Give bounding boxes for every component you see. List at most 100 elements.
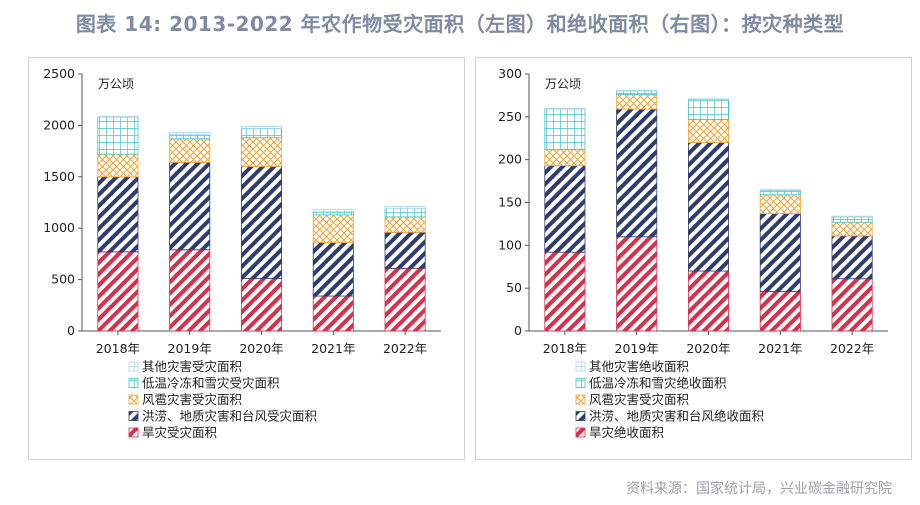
bar-segment-hail [240, 137, 283, 167]
y-tick-label: 500 [51, 272, 75, 287]
bar-segment-drought [312, 295, 354, 332]
source-note: 资料来源：国家统计局，兴业碳金融研究院 [626, 481, 892, 497]
bar-segment-hail [759, 194, 801, 215]
x-tick-label: 2020年 [686, 341, 730, 356]
bar-segment-drought [544, 251, 586, 332]
legend-label-freeze: 低温冷冻和雪灾受灾面积 [142, 376, 280, 391]
bar-segment-flood [687, 142, 730, 272]
bar-segment-freeze [616, 90, 658, 95]
bar-segment-other [759, 189, 801, 191]
bar-segment-flood [831, 235, 873, 280]
legend-swatch-hail [575, 394, 586, 405]
legend-label-freeze: 低温冷冻和雪灾绝收面积 [589, 376, 727, 391]
bar-segment-freeze [544, 108, 586, 150]
y-tick-label: 1000 [43, 220, 75, 235]
bar-segment-hail [169, 138, 211, 163]
bar-segment-flood [616, 108, 658, 238]
y-tick-label: 250 [498, 109, 522, 124]
legend-label-drought: 旱灾绝收面积 [589, 425, 664, 440]
bar-segment-flood [97, 176, 139, 253]
legend-swatch-other [128, 361, 139, 372]
legend-label-hail: 风雹灾害受灾面积 [589, 392, 689, 407]
bar-segment-hail [544, 148, 586, 167]
bar-segment-flood [759, 213, 801, 292]
bar-segment-other [384, 206, 426, 210]
x-tick-label: 2018年 [96, 341, 140, 356]
page-title: 图表 14: 2013-2022 年农作物受灾面积（左图）和绝收面积（右图）：按… [75, 12, 845, 36]
y-tick-label: 150 [498, 195, 522, 210]
legend-label-drought: 旱灾受灾面积 [142, 425, 217, 440]
unit-label: 万公顷 [545, 77, 581, 91]
legend-label-other: 其他灾害绝收面积 [589, 359, 689, 374]
bar-segment-other [97, 115, 139, 118]
bar-segment-freeze [384, 208, 426, 218]
bar-segment-freeze [759, 190, 801, 196]
bar-segment-flood [240, 166, 283, 279]
y-tick-label: 0 [514, 323, 522, 338]
legend-swatch-flood [128, 411, 139, 421]
x-tick-label: 2022年 [383, 341, 427, 356]
legend-swatch-flood [575, 411, 586, 421]
bar-segment-drought [384, 267, 426, 332]
bar-segment-freeze [687, 99, 730, 120]
bar-segment-other [544, 107, 586, 110]
unit-label: 万公顷 [98, 77, 134, 91]
y-tick-label: 2000 [43, 117, 75, 132]
bar-segment-hail [616, 94, 658, 110]
bar-segment-drought [240, 278, 283, 332]
bar-segment-other [312, 209, 354, 213]
bar-segment-drought [97, 251, 139, 332]
y-tick-label: 200 [498, 152, 522, 167]
chart-panel-crop-damage-area: 0 500 1000 1500 2000 2500 万公顷 2018年 2019年 2020年 20… [28, 57, 465, 460]
bar-segment-drought [616, 236, 658, 332]
bar-segment-flood [384, 231, 426, 269]
bar-segment-flood [312, 242, 354, 297]
bar-segment-drought [169, 249, 211, 332]
bar-segment-flood [169, 162, 211, 251]
x-tick-label: 2019年 [615, 341, 659, 356]
legend-swatch-freeze [575, 378, 586, 388]
legend-label-hail: 风雹灾害受灾面积 [142, 392, 242, 407]
chart-crop-damage-area: 0 500 1000 1500 2000 2500 万公顷 2018年 2019年 2020年 20… [43, 66, 441, 440]
bar-segment-hail [97, 153, 139, 178]
bar-segment-hail [687, 119, 730, 143]
bar-segment-freeze [169, 134, 211, 140]
y-tick-label: 0 [67, 323, 75, 338]
y-tick-label: 1500 [43, 169, 75, 184]
legend-swatch-hail [128, 394, 139, 405]
bar-segment-freeze [240, 128, 283, 139]
legend-label-other: 其他灾害受灾面积 [142, 359, 242, 374]
y-tick-label: 300 [498, 66, 522, 81]
legend-swatch-freeze [128, 378, 139, 388]
legend-label-flood: 洪涝、地质灾害和台风受灾面积 [142, 409, 317, 424]
legend-label-flood: 洪涝、地质灾害和台风绝收面积 [589, 409, 764, 424]
bar-segment-hail [312, 214, 354, 243]
bar-segment-freeze [831, 216, 873, 223]
bar-segment-freeze [312, 211, 354, 216]
x-tick-label: 2021年 [758, 341, 802, 356]
x-tick-label: 2019年 [168, 341, 212, 356]
x-tick-label: 2020年 [239, 341, 283, 356]
legend-swatch-drought [575, 427, 586, 438]
bar-segment-other [831, 215, 873, 218]
y-tick-label: 100 [498, 237, 522, 252]
bar-segment-hail [831, 221, 873, 237]
legend-swatch-drought [128, 427, 139, 438]
bar-segment-other [169, 132, 211, 136]
bar-segment-drought [759, 291, 801, 332]
bar-segment-other [687, 98, 730, 101]
x-tick-label: 2018年 [543, 341, 587, 356]
chart-crop-failure-area: 0 50 100 150 200 250 300 万公顷 2018年 2019年 2020年 2021… [498, 66, 888, 440]
legend-swatch-other [575, 361, 586, 372]
y-tick-label: 2500 [43, 66, 75, 81]
bar-segment-drought [831, 278, 873, 332]
x-tick-label: 2022年 [830, 341, 874, 356]
x-tick-label: 2021年 [311, 341, 355, 356]
bar-segment-hail [384, 216, 426, 233]
bar-segment-other [616, 89, 658, 92]
bar-segment-drought [687, 270, 730, 332]
chart-panel-crop-failure-area: 0 50 100 150 200 250 300 万公顷 2018年 2019年 2020年 2021… [475, 57, 912, 460]
bar-segment-other [240, 126, 283, 129]
bar-segment-flood [544, 165, 586, 253]
y-tick-label: 50 [506, 280, 522, 295]
